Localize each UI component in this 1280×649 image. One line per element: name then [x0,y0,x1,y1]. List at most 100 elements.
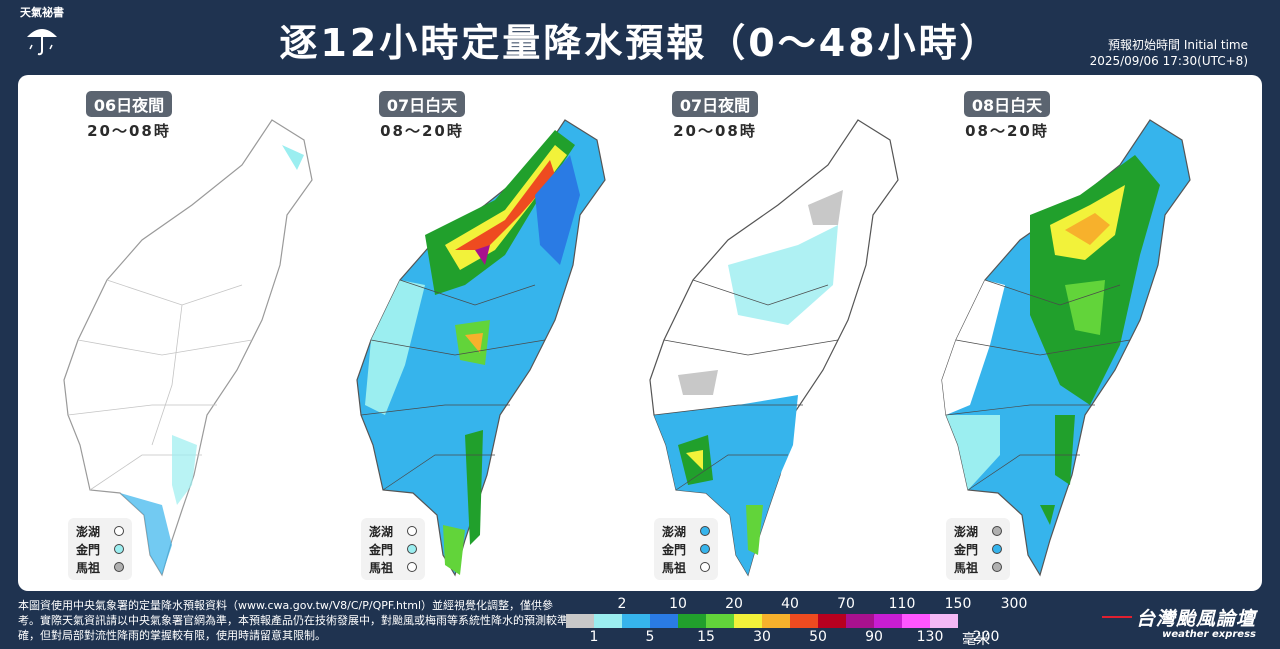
island-row: 澎湖 [369,522,417,540]
island-dot [992,544,1002,554]
island-row: 金門 [76,540,124,558]
init-time-label: 預報初始時間 Initial time [1108,38,1248,52]
period-label: 08日白天 08～20時 [958,91,1056,141]
brand-subtitle: weather express [1162,629,1256,640]
period-label: 07日夜間 20～08時 [666,91,764,141]
island-dot [992,562,1002,572]
scale-label-top: 40 [781,596,799,612]
scale-label-bottom: 90 [865,629,883,645]
island-dot [992,526,1002,536]
island-row: 馬祖 [76,558,124,576]
period-label: 06日夜間 20～08時 [80,91,178,141]
island-row: 金門 [662,540,710,558]
island-dot [407,562,417,572]
island-dot [407,544,417,554]
island-name: 金門 [369,542,394,557]
island-name: 澎湖 [369,524,394,539]
scale-swatch [734,614,762,628]
footer-note: 本圖資使用中央氣象署的定量降水預報資料（www.cwa.gov.tw/V8/C/… [18,599,568,642]
map-07-night: 07日夜間 20～08時 澎湖 金門 馬祖 [616,75,906,591]
islands-legend: 澎湖 金門 馬祖 [68,518,132,580]
scale-swatch [818,614,846,628]
scale-label-bottom: 50 [809,629,827,645]
header: 天氣祕書 逐12小時定量降水預報（0～48小時） 預報初始時間 Initial … [0,0,1280,75]
island-row: 金門 [369,540,417,558]
island-name: 澎湖 [954,524,979,539]
island-row: 馬祖 [662,558,710,576]
scale-label-bottom: 1 [589,629,599,645]
period-tag: 07日夜間 [671,91,759,117]
scale-label-bottom: 130 [916,629,944,645]
period-time: 20～08時 [87,122,171,140]
island-dot [700,544,710,554]
period-tag: 06日夜間 [85,91,173,117]
scale-unit: 毫米 [962,632,990,648]
scale-swatch [622,614,650,628]
scale-swatch [902,614,930,628]
period-label: 07日白天 08～20時 [373,91,471,141]
period-time: 20～08時 [673,122,757,140]
period-time: 08～20時 [380,122,464,140]
islands-legend: 澎湖 金門 馬祖 [361,518,425,580]
scale-swatch [650,614,678,628]
island-dot [114,544,124,554]
scale-label-top: 150 [944,596,972,612]
island-row: 澎湖 [662,522,710,540]
scale-label-top: 2 [617,596,627,612]
island-row: 澎湖 [76,522,124,540]
taiwan-map [63,119,313,577]
map-08-day: 08日白天 08～20時 澎湖 金門 馬祖 [908,75,1198,591]
scale-label-top: 300 [1000,596,1028,612]
scale-label-top: 20 [725,596,743,612]
scale-label-bottom: 15 [697,629,715,645]
scale-swatch [790,614,818,628]
page-title: 逐12小時定量降水預報（0～48小時） [279,21,1001,65]
island-dot [700,526,710,536]
brand-accent-line [1101,616,1132,618]
scale-label-bottom: 5 [645,629,655,645]
island-name: 馬祖 [954,560,979,575]
umbrella-icon [27,29,57,56]
island-name: 金門 [662,542,687,557]
scale-swatch [846,614,874,628]
island-name: 馬祖 [76,560,101,575]
island-name: 馬祖 [662,560,687,575]
scale-swatch [594,614,622,628]
island-name: 金門 [76,542,101,557]
scale-label-bottom: 200 [972,629,1000,645]
period-tag: 08日白天 [963,91,1051,117]
footer: 本圖資使用中央氣象署的定量降水預報資料（www.cwa.gov.tw/V8/C/… [0,591,1280,649]
island-dot [407,526,417,536]
map-06-night: 06日夜間 20～08時 澎湖 金門 馬祖 [30,75,320,591]
scale-label-top: 70 [837,596,855,612]
taiwan-map [649,119,899,577]
island-name: 馬祖 [369,560,394,575]
island-row: 馬祖 [954,558,1002,576]
scale-label-bottom: 30 [753,629,771,645]
islands-legend: 澎湖 金門 馬祖 [946,518,1010,580]
scale-label-top: 10 [669,596,687,612]
init-time-box: 預報初始時間 Initial time 2025/09/06 17:30(UTC… [1090,37,1248,69]
islands-legend: 澎湖 金門 馬祖 [654,518,718,580]
island-name: 金門 [954,542,979,557]
brand: 台灣颱風論壇 weather express [1101,604,1256,640]
brand-name: 台灣颱風論壇 [1135,608,1256,630]
map-07-day: 07日白天 08～20時 澎湖 金門 馬祖 [323,75,613,591]
map-panel: 06日夜間 20～08時 澎湖 金門 馬祖 [18,75,1262,591]
period-tag: 07日白天 [378,91,466,117]
island-row: 馬祖 [369,558,417,576]
scale-swatch [706,614,734,628]
island-dot [114,526,124,536]
color-scale: 2 10 20 40 70 110 150 300 1 5 15 30 50 90 130 200 毫米 [566,596,1066,648]
init-time-value: 2025/09/06 17:30(UTC+8) [1089,54,1248,68]
scale-label-top: 110 [888,596,916,612]
island-dot [700,562,710,572]
period-time: 08～20時 [965,122,1049,140]
island-row: 澎湖 [954,522,1002,540]
taiwan-map [356,119,606,577]
island-row: 金門 [954,540,1002,558]
logo-text: 天氣祕書 [20,6,64,19]
scale-swatch [566,614,594,628]
scale-swatch [874,614,902,628]
taiwan-map [941,119,1191,577]
